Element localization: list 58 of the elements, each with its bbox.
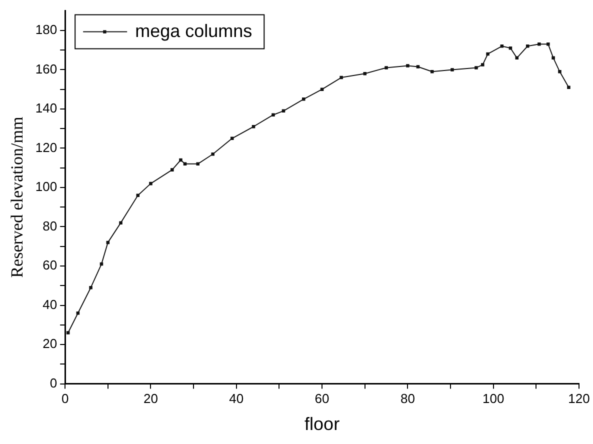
- point: [526, 44, 530, 48]
- point: [149, 182, 152, 186]
- point: [546, 42, 550, 46]
- y-tick-label: 80: [42, 218, 58, 234]
- x-tick-label: 100: [482, 391, 504, 406]
- point: [106, 240, 110, 244]
- x-tick-label: 120: [568, 391, 590, 406]
- point: [302, 98, 306, 101]
- point: [558, 70, 562, 74]
- point: [340, 76, 343, 80]
- point: [450, 68, 454, 72]
- point: [508, 46, 512, 50]
- y-tick-label: 180: [35, 22, 58, 38]
- x-axis-title: floor: [304, 414, 340, 434]
- point: [552, 56, 555, 60]
- y-tick-label: 100: [35, 179, 58, 194]
- point: [252, 124, 256, 128]
- point: [430, 70, 434, 74]
- y-tick-label: 60: [42, 258, 58, 273]
- point: [136, 194, 140, 197]
- x-tick-label: 60: [314, 391, 330, 406]
- point: [320, 88, 324, 91]
- point: [538, 42, 541, 46]
- y-tick-label: 40: [42, 296, 58, 312]
- legend-label: mega columns: [135, 20, 252, 41]
- point: [76, 311, 80, 315]
- point: [363, 72, 366, 76]
- y-tick-label: 20: [42, 336, 58, 352]
- point: [230, 136, 234, 140]
- point: [406, 64, 410, 68]
- y-tick-label: 120: [35, 140, 58, 155]
- point: [384, 66, 388, 70]
- x-tick-label: 20: [144, 391, 158, 406]
- point: [66, 331, 70, 334]
- y-tick-label: 140: [35, 100, 58, 116]
- x-tick-label: 0: [61, 391, 69, 406]
- x-tick-label: 80: [400, 391, 415, 406]
- point: [282, 109, 286, 113]
- point: [567, 86, 570, 89]
- point: [211, 152, 214, 156]
- x-tick-label: 40: [229, 391, 244, 406]
- y-tick-label: 0: [50, 375, 58, 390]
- point: [119, 221, 122, 224]
- point: [481, 63, 484, 66]
- point: [486, 52, 490, 56]
- point: [183, 162, 187, 166]
- point: [272, 113, 275, 116]
- y-tick-label: 160: [35, 61, 58, 76]
- y-axis-title: Reserved elevation/mm: [8, 116, 27, 278]
- point: [515, 56, 519, 60]
- point: [100, 262, 104, 266]
- point: [170, 168, 174, 172]
- point: [474, 66, 478, 70]
- point: [179, 158, 182, 162]
- point: [500, 44, 504, 48]
- point: [196, 162, 200, 166]
- point: [89, 286, 92, 290]
- point: [416, 65, 420, 68]
